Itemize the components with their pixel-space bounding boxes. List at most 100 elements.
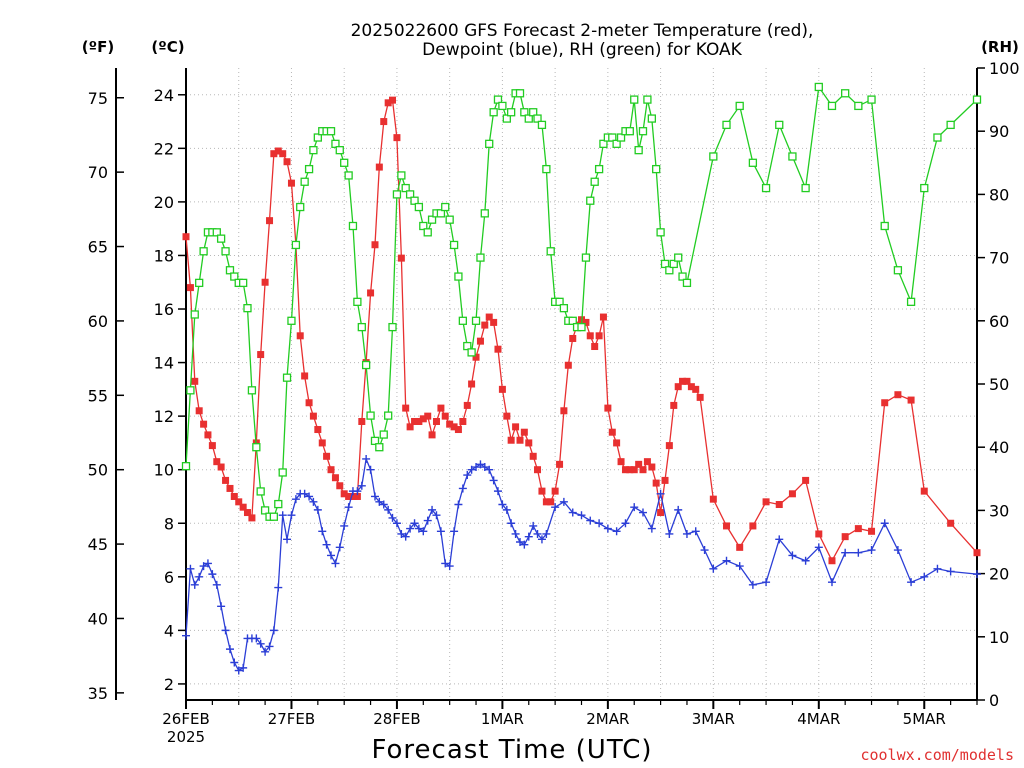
temperature-point: [182, 233, 190, 241]
temperature-point: [696, 393, 704, 401]
dewpoint-point: [212, 580, 221, 589]
temperature-point: [617, 458, 625, 466]
dewpoint-point: [291, 495, 300, 504]
temperature-point: [569, 334, 577, 342]
rh-point: [309, 146, 318, 155]
rh-tick-label: 40: [989, 438, 1009, 457]
rh-point: [401, 183, 410, 193]
rh-point: [441, 202, 450, 212]
temperature-point: [670, 401, 678, 409]
dewpoint-point: [493, 487, 502, 496]
dewpoint-point: [946, 567, 955, 576]
temperature-point: [323, 452, 331, 460]
rh-tick-label: 90: [989, 122, 1009, 141]
dewpoint-point: [516, 538, 525, 546]
dewpoint-point: [450, 527, 459, 536]
dewpoint-point: [203, 559, 212, 568]
rh-point: [212, 228, 221, 237]
rh-point: [190, 310, 199, 319]
temperature-point: [512, 423, 520, 431]
temperature-point: [200, 420, 208, 428]
rh-point: [243, 304, 252, 313]
temperature-point: [507, 436, 515, 444]
rh-point: [524, 114, 533, 123]
rh-point: [722, 120, 731, 130]
rh-point: [397, 171, 406, 180]
temperature-point: [788, 490, 796, 498]
temperature-point: [547, 498, 555, 506]
rh-point: [577, 322, 586, 332]
temperature-point: [283, 158, 291, 166]
temperature-point: [287, 179, 295, 187]
rh-point: [353, 297, 362, 306]
rh-point: [946, 120, 955, 130]
temperature-point: [349, 492, 357, 500]
dewpoint-point: [362, 454, 371, 463]
dewpoint-point: [551, 503, 560, 512]
rh-point: [643, 95, 652, 104]
rh-point: [300, 177, 309, 186]
temperature-point: [384, 99, 392, 107]
dewpoint-point: [252, 634, 261, 643]
rh-point: [634, 146, 643, 155]
temperature-point: [217, 463, 225, 471]
rh-point: [454, 272, 463, 281]
dewpoint-point: [441, 559, 450, 568]
temperature-point: [542, 498, 550, 506]
dewpoint-point: [392, 519, 401, 528]
rh-tick-label: 100: [989, 59, 1020, 78]
celsius-tick-label: 10: [154, 461, 174, 480]
rh-point: [788, 152, 797, 161]
rh-point: [507, 108, 516, 117]
rh-point: [972, 95, 982, 104]
dewpoint-point: [182, 631, 190, 640]
rh-point: [599, 139, 608, 148]
dewpoint-point: [322, 540, 331, 549]
celsius-tick-label: 24: [154, 86, 174, 105]
temperature-point: [775, 501, 783, 509]
unit-label-fahrenheit: (ºF): [82, 38, 114, 56]
rh-point: [546, 247, 555, 256]
rh-tick-label: 30: [989, 501, 1009, 520]
x-tick-label: 26FEB: [162, 710, 209, 728]
celsius-tick-label: 12: [154, 407, 174, 426]
rh-point: [480, 209, 489, 218]
dewpoint-point: [480, 463, 489, 472]
fahrenheit-tick-label: 45: [88, 535, 108, 554]
rh-point: [867, 95, 876, 104]
rh-point: [674, 253, 683, 262]
temperature-point: [424, 412, 432, 420]
temperature-point: [854, 525, 862, 533]
dewpoint-point: [682, 529, 691, 538]
rh-point: [841, 89, 850, 98]
dewpoint-point: [520, 540, 529, 549]
rh-point: [361, 360, 371, 370]
temperature-point: [621, 466, 629, 474]
dewpoint-point: [920, 572, 929, 581]
temperature-point: [692, 385, 700, 393]
fahrenheit-tick-label: 70: [88, 163, 108, 182]
unit-label-celsius: (ºC): [151, 38, 184, 56]
rh-point: [775, 120, 784, 130]
temperature-point: [305, 399, 313, 407]
fahrenheit-tick-label: 50: [88, 461, 108, 480]
dewpoint-point: [344, 503, 353, 512]
rh-point: [269, 512, 279, 521]
dewpoint-point: [542, 529, 551, 538]
rh-point: [493, 95, 503, 104]
rh-point: [656, 228, 665, 237]
rh-point: [682, 278, 692, 288]
celsius-tick-label: 14: [154, 354, 174, 373]
rh-point: [419, 221, 428, 231]
grid-lines: [186, 68, 977, 700]
celsius-tick-label: 18: [154, 246, 174, 265]
dewpoint-point: [630, 503, 639, 512]
temperature-point: [538, 487, 546, 495]
rh-point: [630, 95, 639, 104]
dewpoint-point: [854, 548, 863, 557]
rh-point: [384, 411, 393, 420]
dewpoint-point: [472, 463, 481, 472]
dewpoint-point: [467, 465, 476, 474]
x-tick-label: 5MAR: [903, 710, 946, 728]
dewpoint-point: [498, 500, 507, 509]
